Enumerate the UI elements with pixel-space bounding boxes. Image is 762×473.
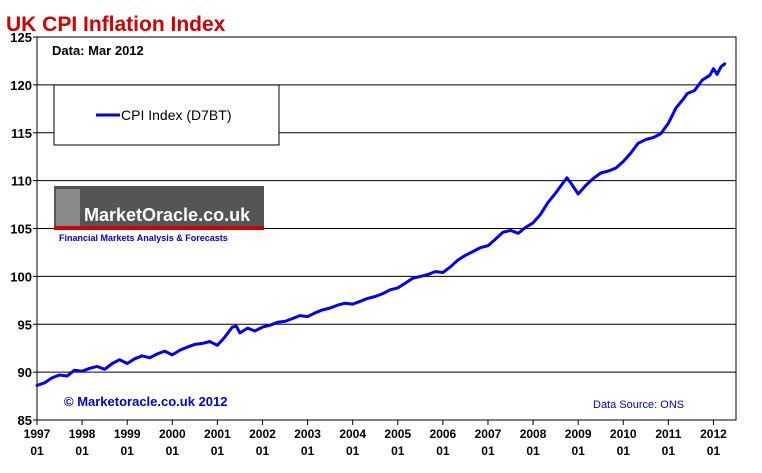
x-tick-label-year: 2007 bbox=[475, 427, 502, 441]
x-tick-label-year: 2011 bbox=[655, 427, 681, 441]
x-tick-label-year: 2003 bbox=[294, 427, 321, 441]
chart-title: UK CPI Inflation Index bbox=[6, 13, 226, 36]
y-tick-label: 125 bbox=[10, 30, 32, 45]
x-tick-label-month: 01 bbox=[481, 444, 495, 458]
x-tick-label-year: 2001 bbox=[204, 427, 231, 441]
x-axis: 1997 01 1998 01 1999 01 2000 01 2001 01 2002 01 2003… bbox=[24, 420, 727, 458]
x-tick-label-month: 01 bbox=[526, 444, 540, 458]
legend-box bbox=[53, 84, 280, 146]
y-tick-label: 115 bbox=[11, 126, 32, 141]
x-tick-label-year: 2008 bbox=[520, 427, 547, 441]
x-tick-label-year: 2002 bbox=[249, 427, 276, 441]
data-date-label: Data: Mar 2012 bbox=[52, 43, 144, 58]
x-tick-label-month: 01 bbox=[391, 444, 405, 458]
x-tick-label-month: 01 bbox=[211, 444, 225, 458]
copyright-text: © Marketoracle.co.uk 2012 bbox=[64, 394, 228, 409]
y-axis: 85 90 95 100 105 110 115 120 125 bbox=[10, 30, 37, 428]
x-tick-label-year: 1997 bbox=[24, 427, 51, 441]
y-tick-label: 120 bbox=[10, 78, 32, 93]
logo-background bbox=[54, 186, 264, 228]
x-tick-label-year: 1998 bbox=[69, 427, 96, 441]
x-tick-label-year: 2004 bbox=[339, 427, 366, 441]
legend: CPI Index (D7BT) bbox=[53, 84, 280, 146]
x-tick-label-month: 01 bbox=[166, 444, 180, 458]
x-tick-label-year: 2005 bbox=[384, 427, 411, 441]
legend-label: CPI Index (D7BT) bbox=[121, 107, 231, 123]
data-source-text: Data Source: ONS bbox=[593, 399, 684, 411]
x-tick-label-month: 01 bbox=[346, 444, 360, 458]
watermark-logo: MarketOracle.co.uk Financial Markets Ana… bbox=[54, 186, 264, 243]
x-tick-label-year: 1999 bbox=[114, 427, 141, 441]
x-tick-label-year: 2012 bbox=[700, 427, 727, 441]
x-tick-label-month: 01 bbox=[121, 444, 135, 458]
x-tick-label-month: 01 bbox=[617, 444, 631, 458]
x-tick-label-month: 01 bbox=[662, 444, 676, 458]
logo-figure bbox=[56, 189, 80, 226]
series-line-cpi-index bbox=[35, 62, 727, 387]
y-tick-label: 85 bbox=[18, 413, 32, 428]
y-tick-label: 95 bbox=[18, 317, 32, 332]
logo-stripe bbox=[54, 226, 264, 230]
gridlines bbox=[37, 84, 736, 373]
x-tick-label-month: 01 bbox=[75, 444, 89, 458]
y-tick-label: 100 bbox=[10, 269, 32, 284]
x-tick-label-month: 01 bbox=[707, 444, 721, 458]
y-tick-label: 105 bbox=[10, 222, 32, 237]
x-tick-label-year: 2009 bbox=[565, 427, 592, 441]
x-tick-label-month: 01 bbox=[571, 444, 585, 458]
x-tick-label-month: 01 bbox=[301, 444, 315, 458]
x-tick-label-year: 2000 bbox=[159, 427, 186, 441]
logo-tagline: Financial Markets Analysis & Forecasts bbox=[59, 233, 228, 243]
y-tick-label: 90 bbox=[18, 365, 32, 380]
x-tick-label-month: 01 bbox=[30, 444, 44, 458]
x-tick-label-month: 01 bbox=[436, 444, 450, 458]
x-tick-label-year: 2006 bbox=[430, 427, 457, 441]
y-tick-label: 110 bbox=[11, 174, 32, 189]
x-tick-label-month: 01 bbox=[256, 444, 270, 458]
logo-text: MarketOracle.co.uk bbox=[84, 205, 251, 225]
x-tick-label-year: 2010 bbox=[610, 427, 637, 441]
